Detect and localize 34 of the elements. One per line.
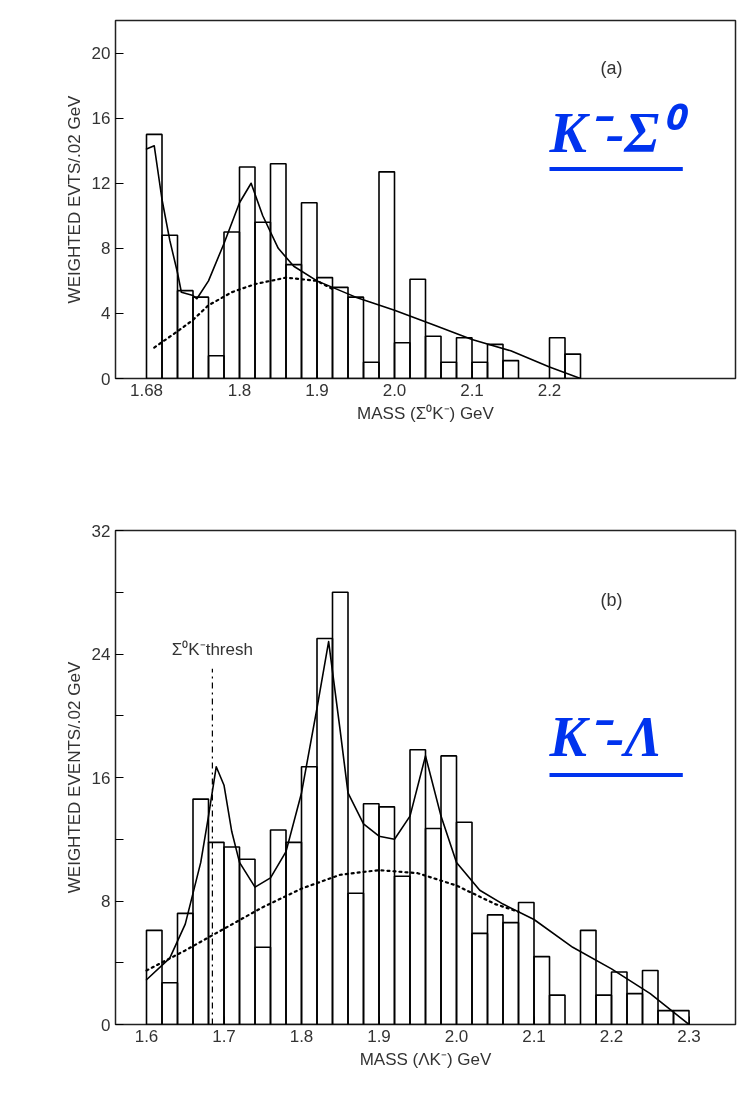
x-tick-label: 1.6 — [134, 1026, 159, 1046]
y-tick-label: 24 — [91, 645, 111, 664]
y-axis-title: WEIGHTED EVENTS/.02 GeV — [64, 661, 84, 894]
x-tick-label: 2.3 — [677, 1026, 701, 1046]
y-tick-label: 8 — [101, 239, 111, 259]
x-axis-title: MASS (ΛK⁻) GeV — [359, 1049, 492, 1069]
x-tick-label: 1.8 — [227, 380, 252, 400]
annotation: K⁻-Σ⁰ — [548, 101, 690, 164]
x-tick-label: 1.7 — [212, 1026, 236, 1046]
y-tick-label: 4 — [101, 304, 111, 324]
ref-line-label: Σ⁰K⁻thresh — [171, 639, 253, 659]
annotation: (a) — [600, 57, 623, 78]
annotation: (b) — [600, 589, 623, 610]
x-tick-label: 2.0 — [382, 380, 407, 400]
x-tick-label: 1.8 — [289, 1026, 314, 1046]
x-tick-label: 2.1 — [460, 380, 484, 400]
x-axis-title: MASS (Σ⁰K⁻) GeV — [357, 403, 495, 423]
x-tick-label: 2.0 — [444, 1026, 469, 1046]
y-tick-label: 16 — [91, 109, 111, 129]
y-tick-label: 0 — [101, 369, 111, 389]
y-tick-label: 32 — [91, 521, 111, 541]
y-tick-label: 12 — [91, 174, 111, 194]
x-tick-label: 2.2 — [599, 1026, 624, 1046]
x-tick-label: 2.2 — [537, 380, 562, 400]
y-axis-title: WEIGHTED EVTS/.02 GeV — [64, 94, 84, 304]
y-tick-label: 16 — [91, 768, 111, 788]
annotation: K⁻-Λ — [548, 705, 662, 768]
y-tick-label: 0 — [101, 1015, 111, 1035]
x-tick-label: 1.68 — [129, 380, 164, 400]
x-tick-label: 2.1 — [522, 1026, 546, 1046]
x-tick-label: 1.9 — [305, 380, 329, 400]
y-tick-label: 20 — [91, 44, 111, 64]
y-tick-label: 8 — [101, 892, 111, 911]
x-tick-label: 1.9 — [367, 1026, 391, 1046]
